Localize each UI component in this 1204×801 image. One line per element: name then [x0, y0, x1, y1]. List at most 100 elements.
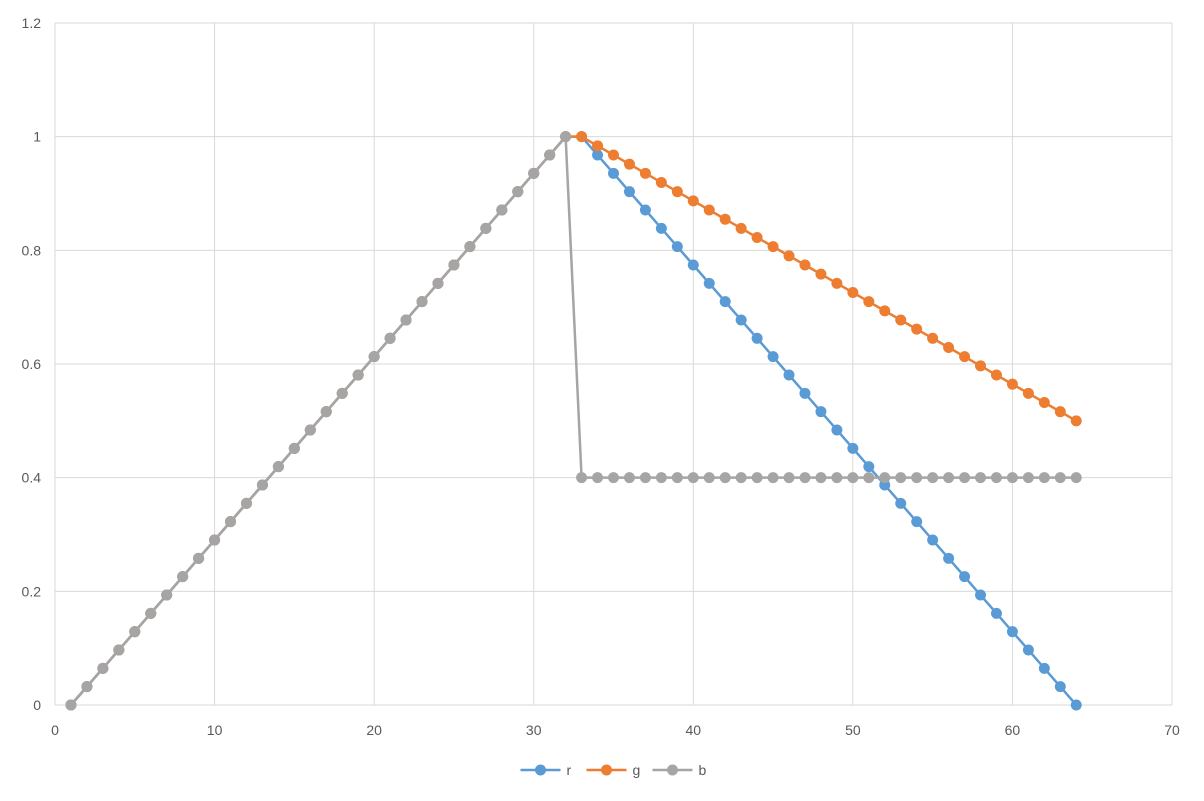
data-point-r	[1070, 699, 1082, 711]
data-point-g	[783, 250, 795, 262]
data-point-b	[1070, 472, 1082, 484]
data-point-g	[687, 195, 699, 207]
data-point-b	[735, 472, 747, 484]
data-point-b	[177, 571, 189, 583]
series-b	[65, 131, 1082, 711]
series-r	[65, 131, 1082, 711]
y-tick-label: 0.2	[22, 583, 42, 599]
data-point-b	[81, 681, 93, 693]
data-point-b	[544, 149, 556, 161]
axis-tick-labels: 0 0.2 0.4 0.6 0.8 1 1.2 0 10 20 30 40 50 60 70	[22, 15, 1180, 738]
data-point-g	[863, 296, 875, 308]
data-point-b	[113, 644, 125, 656]
data-point-b	[400, 314, 412, 326]
data-point-b	[304, 424, 316, 436]
data-point-g	[879, 305, 891, 317]
data-point-b	[975, 472, 987, 484]
data-point-r	[911, 516, 923, 528]
data-point-b	[528, 167, 540, 179]
data-point-b	[799, 472, 811, 484]
data-point-g	[703, 204, 715, 216]
data-point-b	[480, 222, 492, 234]
data-point-g	[1006, 378, 1018, 390]
data-point-g	[735, 222, 747, 234]
data-point-g	[990, 369, 1002, 381]
data-point-b	[496, 204, 508, 216]
legend-item-r: r	[520, 762, 572, 778]
data-point-r	[847, 442, 859, 454]
data-point-r	[767, 351, 779, 363]
data-point-g	[655, 176, 667, 188]
data-point-r	[895, 497, 907, 509]
x-tick-label: 60	[1005, 722, 1021, 738]
data-point-r	[1054, 681, 1066, 693]
x-tick-label: 10	[207, 722, 223, 738]
series-g	[65, 131, 1082, 711]
data-point-r	[687, 259, 699, 271]
data-point-g	[623, 158, 635, 170]
data-point-b	[384, 332, 396, 344]
data-point-r	[959, 571, 971, 583]
data-point-b	[639, 472, 651, 484]
data-point-r	[943, 552, 955, 564]
data-point-b	[209, 534, 221, 546]
data-point-b	[448, 259, 460, 271]
data-point-b	[240, 497, 252, 509]
data-point-b	[623, 472, 635, 484]
data-point-g	[927, 332, 939, 344]
x-tick-label: 30	[526, 722, 542, 738]
data-point-r	[990, 607, 1002, 619]
data-point-b	[655, 472, 667, 484]
data-point-b	[831, 472, 843, 484]
data-point-r	[783, 369, 795, 381]
data-point-g	[895, 314, 907, 326]
data-point-b	[703, 472, 715, 484]
data-point-b	[288, 442, 300, 454]
data-point-g	[1070, 415, 1082, 427]
data-point-b	[895, 472, 907, 484]
data-point-g	[911, 323, 923, 335]
data-point-b	[512, 186, 524, 198]
data-point-b	[336, 387, 348, 399]
data-point-g	[608, 149, 619, 161]
data-point-r	[975, 589, 987, 601]
x-tick-label: 70	[1164, 722, 1180, 738]
data-point-r	[735, 314, 747, 326]
data-point-b	[719, 472, 731, 484]
data-point-b	[863, 472, 875, 484]
x-tick-label: 50	[845, 722, 861, 738]
data-point-b	[464, 241, 476, 253]
data-point-b	[879, 472, 891, 484]
data-point-r	[719, 296, 731, 308]
data-point-r	[623, 186, 635, 198]
data-point-b	[320, 406, 332, 418]
data-point-b	[368, 351, 380, 363]
legend-label-g: g	[633, 762, 641, 778]
data-point-g	[1038, 396, 1050, 408]
data-point-b	[911, 472, 923, 484]
data-point-g	[847, 287, 859, 299]
data-point-b	[193, 552, 205, 564]
data-point-b	[959, 472, 971, 484]
data-point-b	[352, 369, 364, 381]
data-point-g	[959, 351, 971, 363]
series-line-b	[69, 135, 1078, 707]
data-point-b	[416, 296, 428, 308]
data-point-g	[767, 241, 779, 253]
series-layer	[65, 131, 1082, 711]
data-point-b	[432, 277, 444, 289]
data-point-r	[751, 332, 763, 344]
data-point-g	[831, 277, 843, 289]
data-point-b	[592, 472, 604, 484]
data-point-r	[815, 406, 827, 418]
data-point-b	[608, 472, 619, 484]
data-point-g	[751, 231, 763, 243]
data-point-b	[129, 626, 141, 638]
data-point-b	[847, 472, 859, 484]
data-point-b	[767, 472, 779, 484]
y-tick-label: 1	[33, 129, 41, 145]
data-point-b	[943, 472, 955, 484]
